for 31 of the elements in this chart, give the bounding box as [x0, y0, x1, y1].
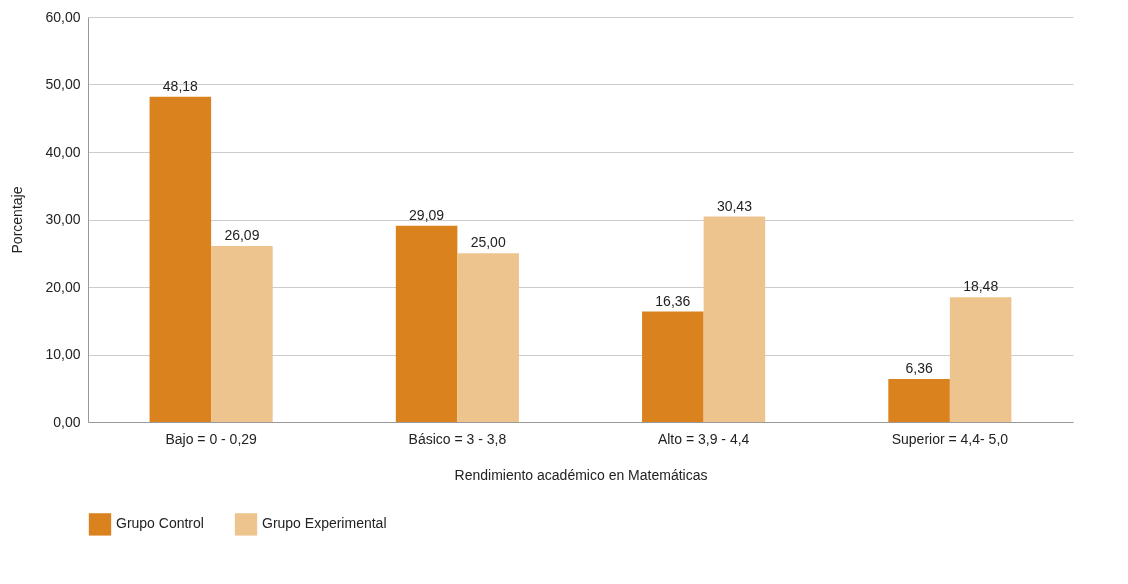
data-label: 16,36: [655, 292, 691, 309]
x-axis-title: Rendimiento académico en Matemáticas: [454, 466, 708, 483]
data-label: 26,09: [224, 226, 260, 243]
bar: [703, 216, 766, 422]
y-tick-label: 20,00: [45, 278, 81, 295]
x-tick-label: Superior = 4,4- 5,0: [891, 430, 1009, 447]
y-tick-label: 10,00: [45, 346, 81, 362]
data-label: 29,09: [409, 206, 445, 223]
data-label: 25,00: [470, 234, 506, 251]
data-label: 48,18: [162, 77, 199, 94]
x-tick-label: Básico = 3 - 3,8: [408, 430, 507, 447]
x-tick-label: Bajo = 0 - 0,29: [165, 430, 258, 447]
y-tick-label: 0,00: [53, 413, 81, 430]
bar: [395, 225, 458, 422]
data-label: 6,36: [905, 360, 933, 377]
legend-label: Grupo Control: [116, 515, 204, 532]
data-label: 18,48: [963, 278, 999, 295]
y-tick-label: 40,00: [45, 143, 81, 160]
bar: [888, 379, 950, 422]
legend-label: Grupo Experimental: [262, 515, 387, 532]
data-label: 30,43: [716, 197, 753, 214]
bar: [642, 311, 704, 422]
bar: [149, 96, 212, 422]
y-tick-label: 30,00: [45, 211, 81, 227]
y-tick-label: 50,00: [45, 76, 81, 92]
bar: [211, 245, 273, 422]
bar: [949, 297, 1012, 422]
bar: [457, 253, 519, 422]
x-tick-label: Alto = 3,9 - 4,4: [657, 430, 750, 447]
y-tick-label: 60,00: [45, 8, 81, 25]
y-axis-title: Porcentaje: [9, 186, 26, 254]
